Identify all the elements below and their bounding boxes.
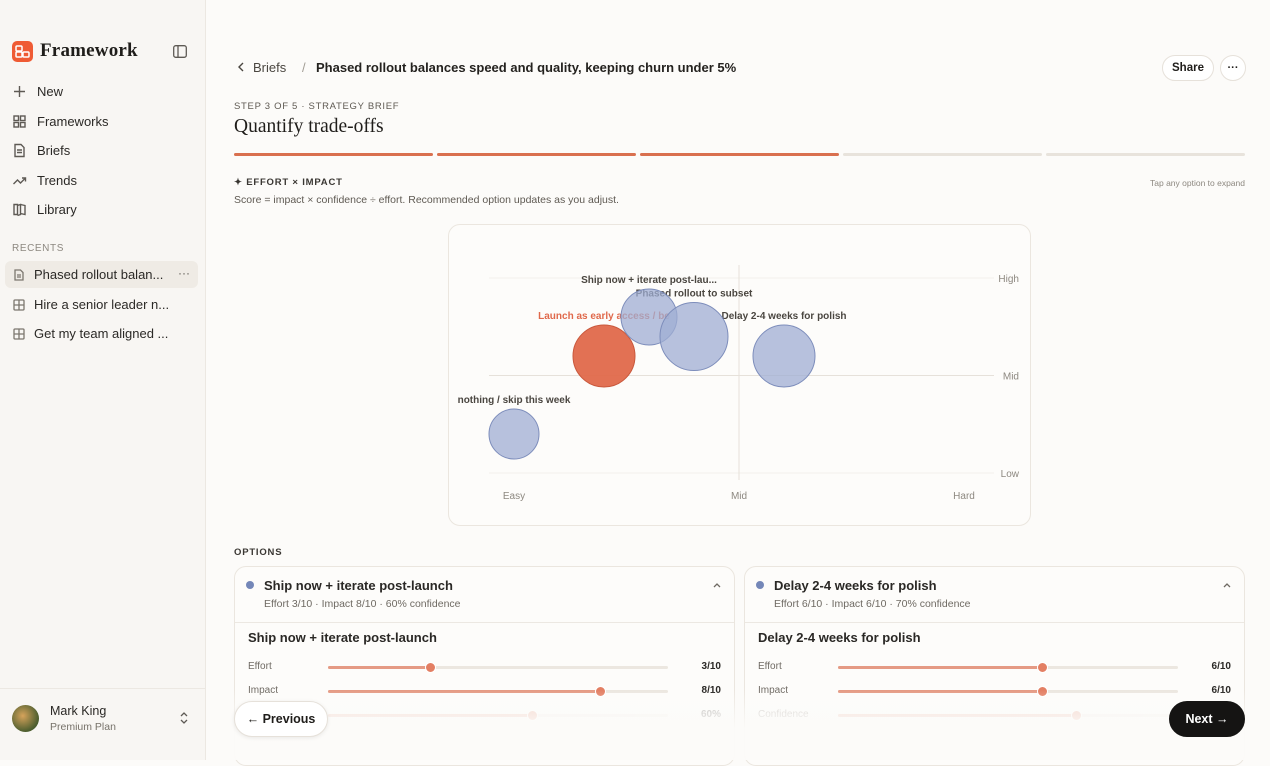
nav-item[interactable]: New	[12, 80, 63, 102]
more-menu[interactable]: ···	[178, 266, 190, 280]
option-meta: Effort 6/10 · Impact 6/10 · 70% confiden…	[774, 598, 971, 610]
nav-item[interactable]: Trends	[12, 169, 77, 191]
collapse-toggle[interactable]	[173, 45, 187, 58]
logo	[12, 41, 33, 62]
slider-thumb[interactable]	[424, 662, 436, 673]
option-meta: Effort 3/10 · Impact 8/10 · 60% confiden…	[264, 598, 461, 610]
bubble-label: Ship now + iterate post-lau...	[581, 275, 717, 286]
option-dot	[756, 581, 764, 589]
option-dot	[246, 581, 254, 589]
slider-value: 6/10	[1211, 661, 1231, 672]
user-plan: Premium Plan	[50, 721, 116, 733]
avatar	[12, 705, 39, 732]
recents-label: RECENTS	[12, 243, 64, 254]
progress-segment	[234, 153, 433, 156]
option-detail-title: Ship now + iterate post-launch	[248, 630, 437, 645]
progress-segment	[843, 153, 1042, 156]
recent-label: Get my team aligned ...	[34, 326, 169, 341]
bubble	[752, 324, 816, 388]
sidebar: Framework New Frameworks Briefs Trends L…	[0, 0, 206, 760]
breadcrumb-separator: /	[302, 60, 306, 75]
collapse-toggle[interactable]	[712, 577, 722, 588]
bubble	[488, 408, 540, 460]
nav-label: New	[37, 83, 64, 99]
section-description: Score = impact × confidence ÷ effort. Re…	[234, 194, 619, 206]
more-button[interactable]: ···	[1220, 55, 1246, 81]
next-button[interactable]: Next →	[1169, 701, 1245, 737]
nav-item[interactable]: Frameworks	[12, 110, 109, 132]
recent-label: Hire a senior leader n...	[34, 297, 170, 312]
slider-value: 3/10	[701, 661, 721, 672]
y-tick-label: High	[998, 274, 1019, 285]
slider-label: Effort	[758, 661, 782, 672]
slider-thumb[interactable]	[1036, 662, 1048, 673]
bubble-chart: High Mid Low Easy Mid Hard nothing / skip this…	[458, 265, 1020, 502]
nav-item[interactable]: Library	[12, 198, 77, 220]
y-tick-label: Mid	[1003, 372, 1019, 383]
option-title: Ship now + iterate post-launch	[264, 578, 453, 593]
slider-fill	[328, 666, 430, 669]
divider	[745, 622, 1244, 623]
bubble-label: Phased rollout to subset	[636, 289, 753, 300]
x-tick-label: Easy	[503, 491, 525, 502]
recent-label: Phased rollout balan...	[34, 267, 164, 282]
slider-track[interactable]	[838, 662, 1178, 673]
nav-label: Library	[37, 201, 77, 217]
bubble	[572, 324, 636, 388]
nav-label: Briefs	[37, 142, 71, 158]
share-button[interactable]: Share	[1162, 55, 1214, 81]
bubble-label: nothing / skip this week	[458, 395, 571, 406]
progress-segment	[1046, 153, 1245, 156]
hint: Tap any option to expand	[1150, 178, 1245, 188]
step-heading: Quantify trade-offs	[234, 116, 384, 137]
user-switch[interactable]	[179, 711, 189, 725]
footer-fade	[206, 690, 1270, 760]
previous-button[interactable]: ← Previous	[234, 701, 328, 737]
bubble	[659, 302, 729, 371]
user-panel[interactable]	[0, 688, 205, 760]
nav-item[interactable]: Briefs	[12, 139, 70, 161]
recent-item[interactable]: Phased rollout balan... ···	[5, 261, 198, 288]
brand: Framework	[40, 40, 138, 61]
x-tick-label: Hard	[953, 491, 975, 502]
nav-label: Trends	[37, 172, 77, 188]
recent-item[interactable]: Hire a senior leader n...	[5, 291, 198, 318]
divider	[235, 622, 734, 623]
option-detail-title: Delay 2-4 weeks for polish	[758, 630, 921, 645]
section-title: ✦ EFFORT × IMPACT	[234, 177, 343, 188]
y-tick-label: Low	[1001, 469, 1020, 480]
bubble-label: Delay 2-4 weeks for polish	[721, 311, 846, 322]
option-title: Delay 2-4 weeks for polish	[774, 578, 937, 593]
page-title: Phased rollout balances speed and qualit…	[316, 60, 737, 75]
recent-item[interactable]: Get my team aligned ...	[5, 320, 198, 347]
options-title: OPTIONS	[234, 547, 283, 558]
step-label: STEP 3 OF 5 · STRATEGY BRIEF	[234, 101, 400, 112]
user-name: Mark King	[50, 704, 107, 718]
back-icon[interactable]	[236, 62, 246, 72]
progress-segment	[437, 153, 636, 156]
chart-card: High Mid Low Easy Mid Hard nothing / skip this…	[448, 224, 1031, 526]
bubble-label: Launch as early access / be	[538, 311, 670, 322]
x-tick-label: Mid	[731, 491, 747, 502]
slider-track[interactable]	[328, 662, 668, 673]
nav-label: Frameworks	[37, 113, 109, 129]
breadcrumb[interactable]: Briefs	[253, 60, 287, 75]
collapse-toggle[interactable]	[1222, 577, 1232, 588]
progress-segment	[640, 153, 839, 156]
slider-label: Effort	[248, 661, 272, 672]
slider-fill	[838, 666, 1042, 669]
